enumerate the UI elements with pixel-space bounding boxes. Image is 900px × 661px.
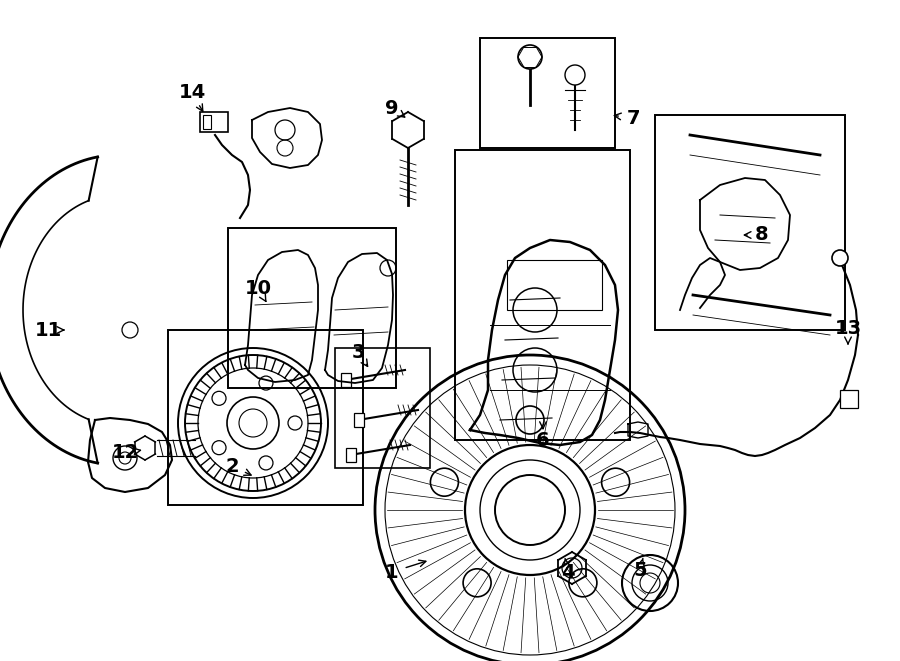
Text: 12: 12 <box>112 444 139 463</box>
Bar <box>203 115 211 129</box>
Text: 13: 13 <box>834 319 861 338</box>
Bar <box>840 390 858 408</box>
Bar <box>655 115 845 330</box>
Text: 8: 8 <box>755 225 769 245</box>
Circle shape <box>565 65 585 85</box>
Bar <box>335 348 430 468</box>
Bar <box>228 228 396 388</box>
Circle shape <box>518 45 542 69</box>
Bar <box>341 373 351 387</box>
Bar <box>507 260 602 310</box>
Bar <box>354 413 364 427</box>
Text: 7: 7 <box>626 108 640 128</box>
Bar <box>455 150 630 440</box>
Text: 9: 9 <box>385 98 399 118</box>
Bar <box>480 38 615 148</box>
Text: 6: 6 <box>536 430 550 449</box>
Bar <box>346 448 356 462</box>
Bar <box>168 330 363 505</box>
Bar <box>200 112 228 132</box>
Text: 5: 5 <box>634 561 647 580</box>
Circle shape <box>832 250 848 266</box>
Text: 11: 11 <box>34 321 61 340</box>
Text: 14: 14 <box>178 83 205 102</box>
Text: 3: 3 <box>351 342 364 362</box>
Text: 4: 4 <box>562 563 575 582</box>
Text: 1: 1 <box>385 563 399 582</box>
Text: 10: 10 <box>245 278 272 297</box>
Text: 2: 2 <box>225 457 238 475</box>
